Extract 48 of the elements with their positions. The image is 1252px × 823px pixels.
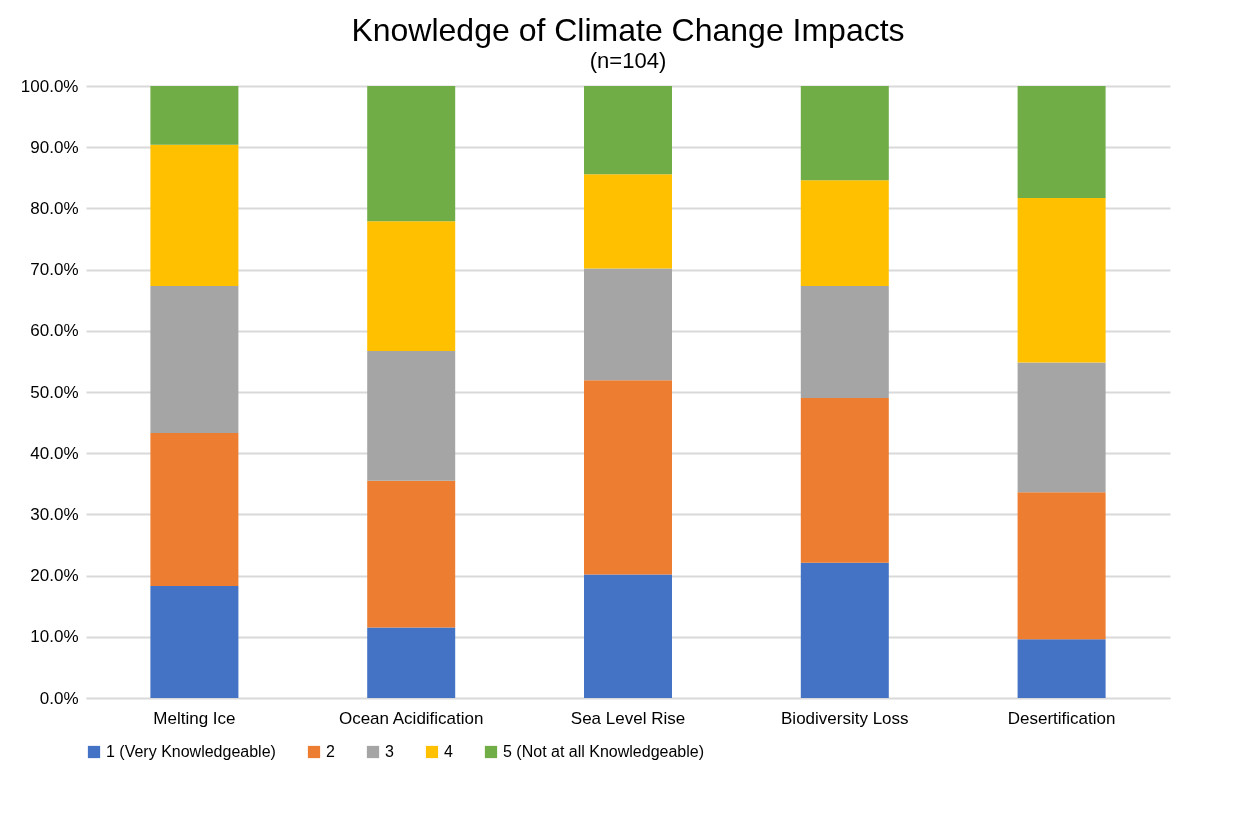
y-tick-label: 20.0% — [30, 566, 79, 586]
bar — [367, 480, 456, 628]
bar — [1017, 86, 1106, 198]
bar — [1017, 362, 1106, 493]
bar — [1017, 492, 1106, 640]
legend-label: 1 (Very Knowledgeable) — [106, 743, 276, 760]
x-tick-label: Biodiversity Loss — [781, 708, 909, 728]
bar — [150, 586, 239, 698]
bar — [584, 86, 672, 175]
y-tick-label: 80.0% — [30, 198, 79, 218]
y-tick-label: 40.0% — [30, 443, 79, 463]
bar — [150, 433, 239, 586]
x-tick-label: Desertification — [1007, 708, 1116, 728]
bar — [1017, 639, 1106, 698]
bar — [367, 351, 456, 481]
legend-label: 4 — [444, 743, 453, 760]
bar — [800, 562, 889, 698]
x-tick-label: Sea Level Rise — [570, 708, 686, 728]
y-tick-label: 60.0% — [30, 321, 79, 341]
legend-label: 2 — [326, 743, 335, 760]
bar — [150, 286, 239, 433]
bar — [800, 398, 889, 563]
bar — [150, 86, 239, 145]
bar — [150, 144, 239, 287]
y-tick-label: 30.0% — [30, 504, 79, 524]
bar — [584, 380, 672, 575]
bar — [800, 86, 889, 181]
y-tick-label: 0.0% — [39, 688, 79, 708]
y-tick-label: 70.0% — [30, 260, 79, 280]
y-tick-label: 50.0% — [30, 382, 79, 402]
bar — [367, 627, 456, 698]
legend-label: 3 — [385, 743, 394, 760]
x-tick-label: Melting Ice — [153, 708, 236, 728]
bar — [367, 86, 456, 222]
bar — [367, 221, 456, 351]
chart-subtitle: (n=104) — [589, 48, 667, 73]
bar — [584, 268, 672, 381]
bar — [1017, 198, 1106, 363]
bar — [800, 286, 889, 399]
bar — [584, 574, 672, 698]
bar — [584, 174, 672, 269]
y-tick-label: 10.0% — [30, 627, 79, 647]
y-tick-label: 100.0% — [20, 76, 79, 96]
bar — [800, 180, 889, 287]
chart-title: Knowledge of Climate Change Impacts — [351, 12, 905, 48]
y-tick-label: 90.0% — [30, 137, 79, 157]
x-tick-label: Ocean Acidification — [338, 708, 484, 728]
legend-label: 5 (Not at all Knowledgeable) — [503, 743, 705, 760]
